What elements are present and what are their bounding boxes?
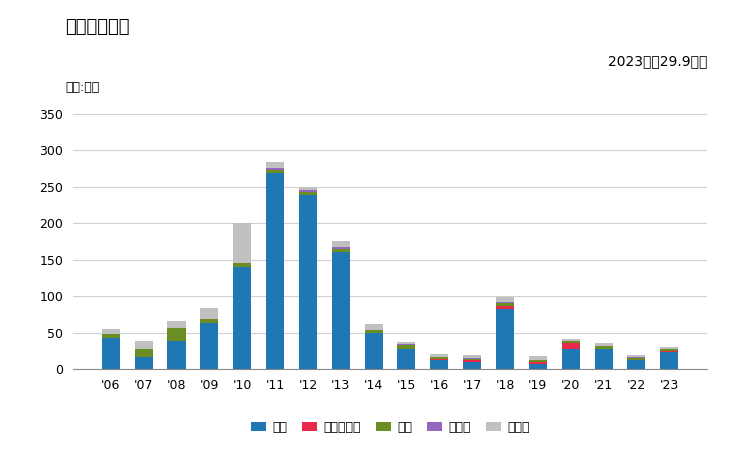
Bar [200, 323, 219, 369]
Bar [397, 345, 416, 349]
Bar [397, 344, 416, 345]
Bar [299, 195, 317, 369]
Bar [332, 252, 350, 369]
Legend: 中国, ポーランド, 米国, インド, その他: 中国, ポーランド, 米国, インド, その他 [246, 416, 534, 439]
Bar [496, 309, 514, 369]
Bar [529, 362, 547, 364]
Bar [266, 162, 284, 168]
Bar [266, 170, 284, 173]
Bar [200, 308, 219, 319]
Bar [595, 343, 612, 346]
Bar [628, 355, 645, 357]
Bar [102, 338, 120, 369]
Bar [463, 355, 481, 358]
Bar [660, 351, 678, 352]
Bar [463, 358, 481, 359]
Bar [561, 339, 580, 341]
Bar [135, 341, 152, 349]
Bar [332, 248, 350, 252]
Bar [529, 364, 547, 369]
Bar [135, 356, 152, 369]
Bar [595, 346, 612, 349]
Bar [233, 263, 252, 267]
Bar [233, 267, 252, 369]
Bar [430, 356, 448, 357]
Bar [168, 321, 185, 328]
Bar [233, 223, 252, 263]
Bar [496, 297, 514, 302]
Bar [364, 324, 383, 329]
Bar [299, 190, 317, 192]
Bar [628, 360, 645, 369]
Bar [364, 330, 383, 333]
Bar [168, 328, 185, 341]
Bar [561, 343, 580, 349]
Bar [364, 329, 383, 330]
Bar [463, 362, 481, 369]
Bar [561, 349, 580, 369]
Bar [529, 360, 547, 362]
Bar [332, 241, 350, 247]
Bar [628, 358, 645, 360]
Bar [266, 168, 284, 170]
Bar [364, 333, 383, 369]
Text: 2023年：29.9トン: 2023年：29.9トン [608, 54, 707, 68]
Bar [135, 349, 152, 356]
Bar [200, 320, 219, 323]
Bar [299, 192, 317, 195]
Bar [595, 349, 612, 369]
Bar [660, 349, 678, 351]
Bar [430, 355, 448, 356]
Bar [397, 342, 416, 344]
Bar [496, 306, 514, 309]
Text: 単位:トン: 単位:トン [66, 81, 100, 94]
Text: 輸出量の推移: 輸出量の推移 [66, 18, 130, 36]
Bar [102, 334, 120, 338]
Bar [299, 187, 317, 190]
Bar [102, 329, 120, 334]
Bar [628, 357, 645, 358]
Bar [397, 349, 416, 369]
Bar [496, 302, 514, 303]
Bar [529, 356, 547, 360]
Bar [430, 360, 448, 369]
Bar [266, 173, 284, 369]
Bar [561, 341, 580, 343]
Bar [496, 303, 514, 306]
Bar [660, 347, 678, 349]
Bar [430, 359, 448, 360]
Bar [660, 352, 678, 369]
Bar [463, 360, 481, 362]
Bar [168, 341, 185, 369]
Bar [463, 359, 481, 360]
Bar [430, 357, 448, 359]
Bar [332, 247, 350, 248]
